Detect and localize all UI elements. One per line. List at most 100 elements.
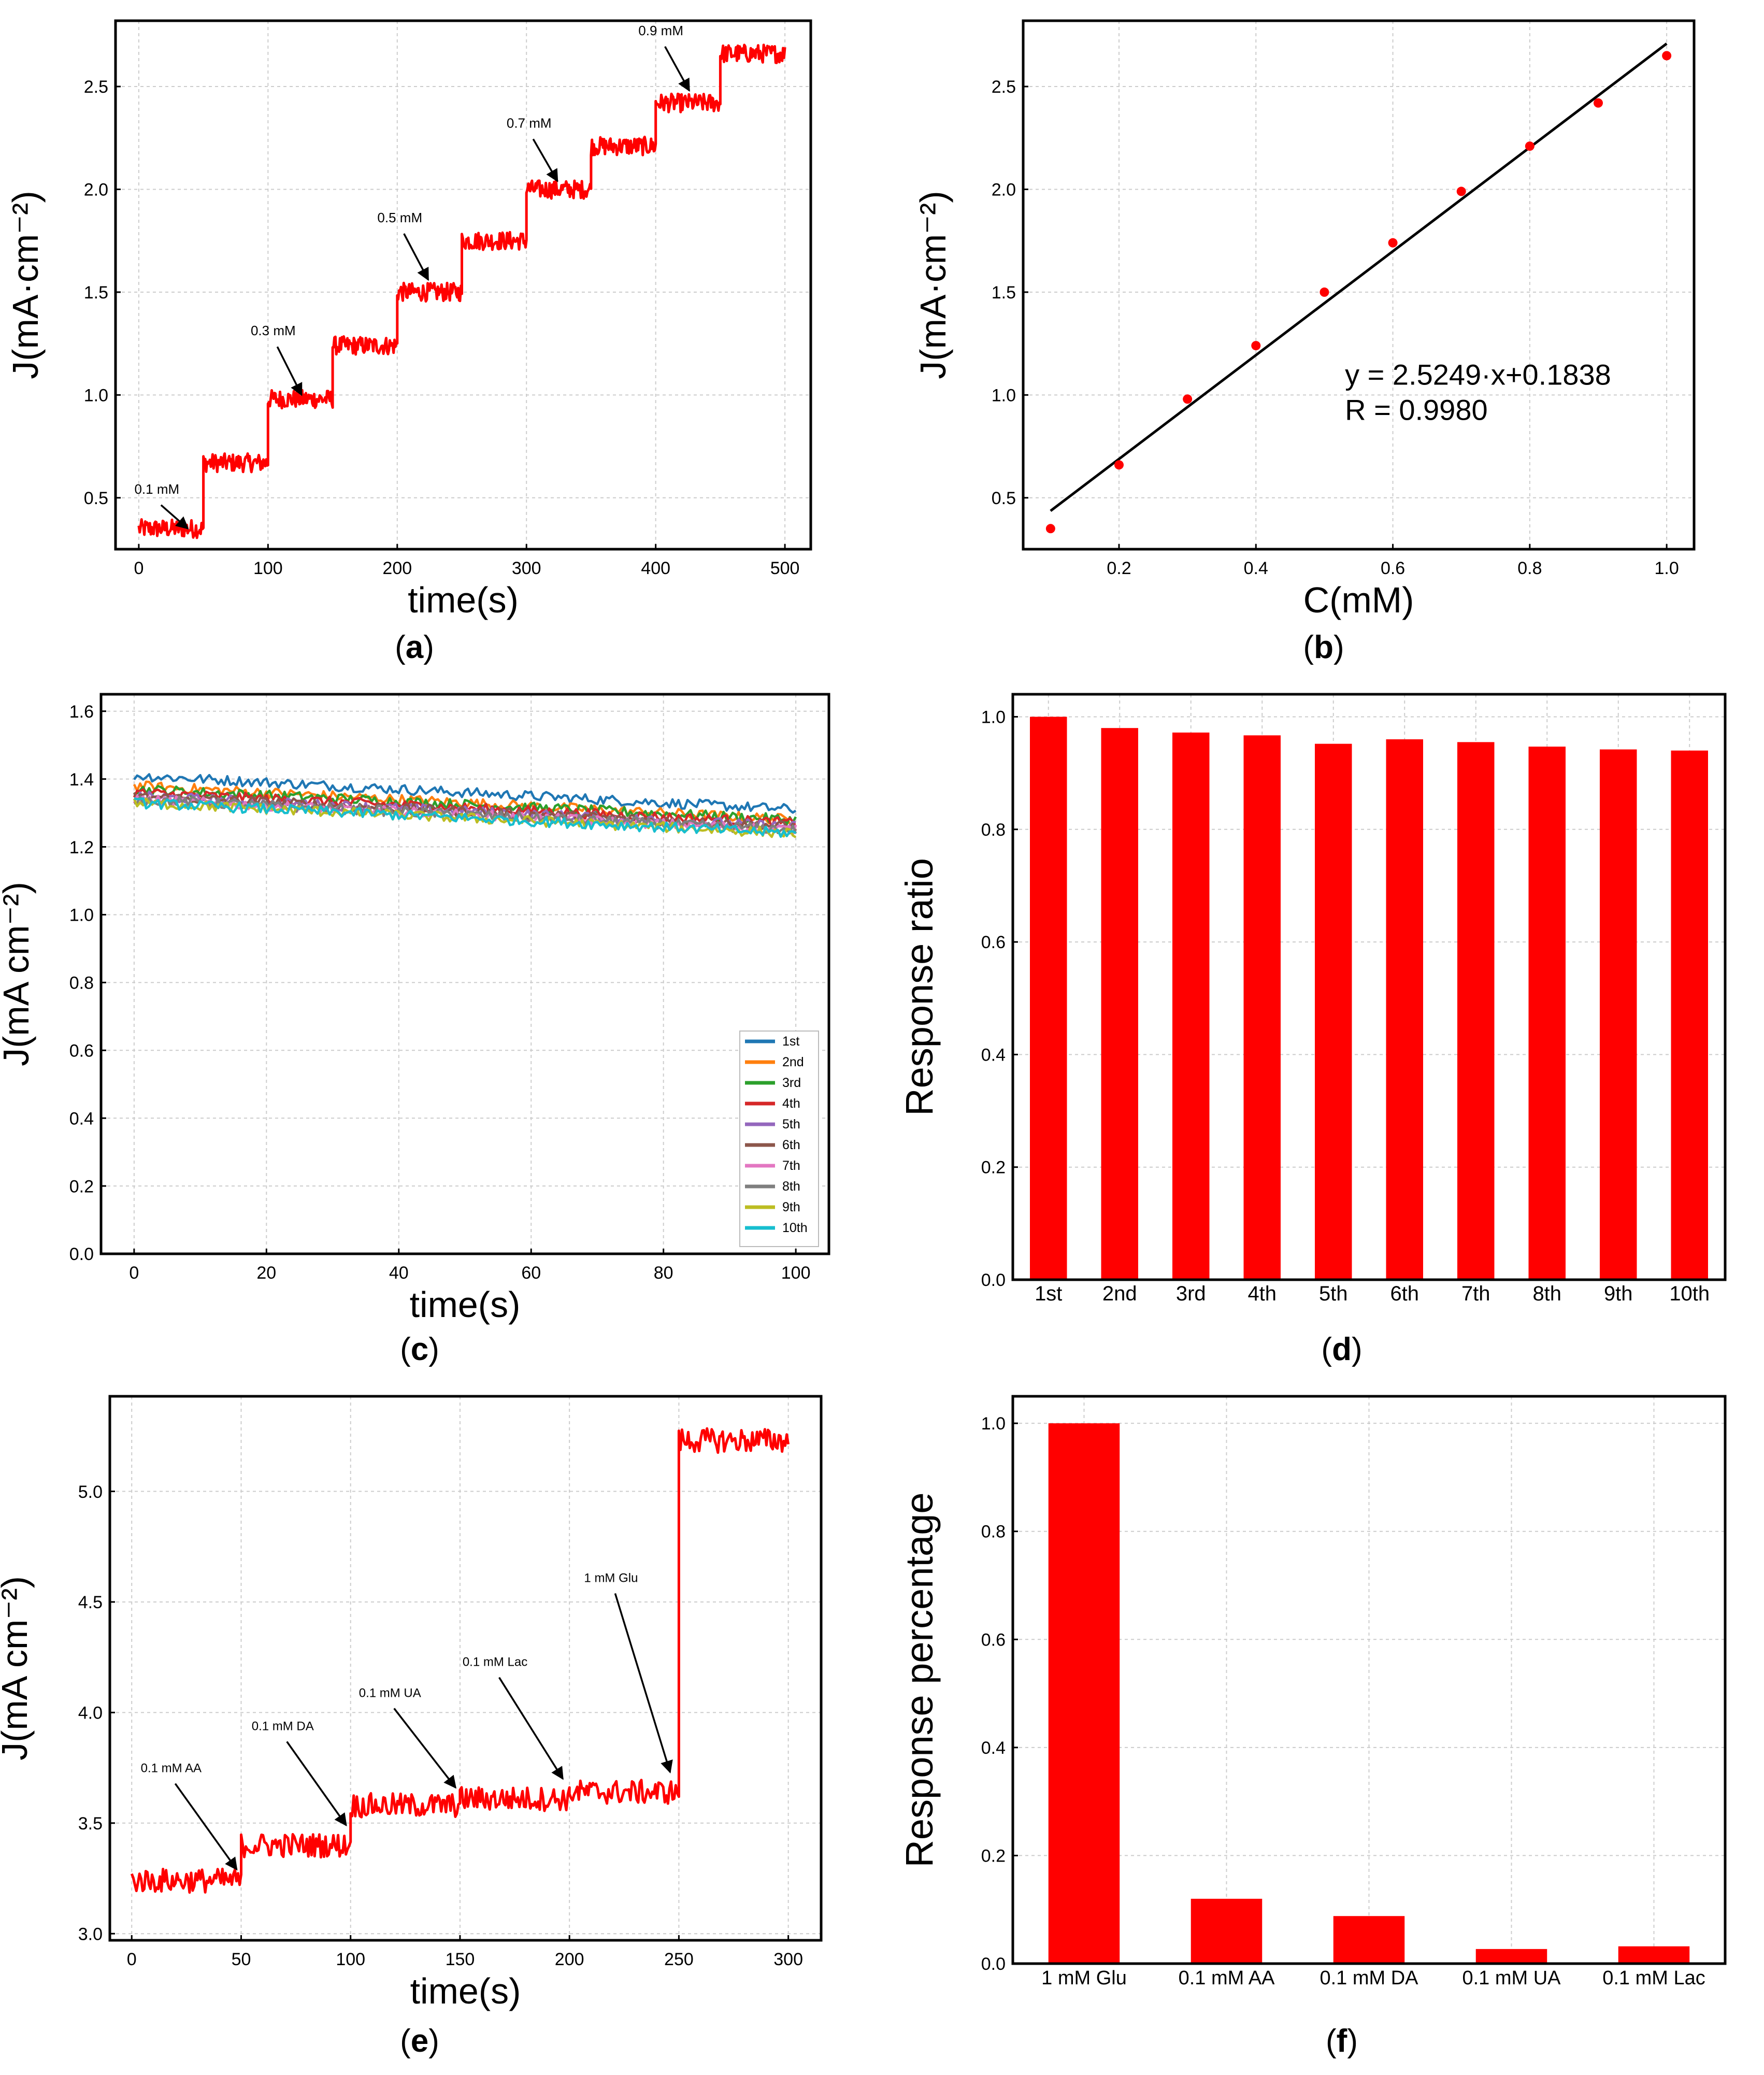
x-axis-label: time(s)	[410, 1284, 521, 1325]
y-tick-label: 2.5	[84, 77, 108, 97]
annotation-arrow	[276, 346, 303, 396]
legend-label: 3rd	[782, 1076, 801, 1090]
legend-label: 5th	[782, 1117, 800, 1132]
data-point	[1662, 51, 1672, 61]
legend-label: 9th	[782, 1200, 800, 1214]
panel-c: 0.0 0.2 0.4 0.6 0.8 1.0 1.2 1.4 1.6 0 20 40 60 80 100 1…	[0, 693, 830, 1367]
y-tick-label: 2.0	[992, 180, 1016, 200]
y-axis-label: J(mA·cm⁻²)	[5, 191, 46, 379]
annotation-arrow	[614, 1593, 673, 1773]
x-tick-label: 1.0	[1655, 559, 1679, 578]
panel-caption: (d)	[1321, 1332, 1362, 1367]
y-tick-label: 0.6	[981, 933, 1006, 952]
bar-8th	[1528, 747, 1566, 1280]
x-tick-label: 0.1 mM DA	[1320, 1967, 1418, 1989]
data-point	[1525, 141, 1534, 151]
plot-frame	[1011, 1395, 1727, 1965]
annotation-label: 1 mM Glu	[584, 1571, 638, 1585]
x-tick-label: 250	[664, 1950, 694, 1969]
bar-3rd	[1172, 732, 1210, 1280]
annotation-arrow	[393, 1708, 456, 1789]
data-point	[1456, 187, 1466, 196]
y-tick-label: 0.6	[69, 1041, 94, 1061]
x-tick-label: 0.2	[1107, 559, 1131, 578]
annotation-label: 0.5 mM	[377, 210, 422, 225]
annotation-arrow	[174, 1783, 238, 1871]
x-tick-label: 100	[336, 1950, 365, 1969]
y-tick-label: 0.2	[981, 1158, 1006, 1178]
x-tick-label: 300	[512, 559, 541, 578]
data-point	[1320, 287, 1329, 297]
panel-b: 0.5 1.0 1.5 2.0 2.5 0.2 0.4 0.6 0.8 1.0 y = 2.5249…	[913, 19, 1696, 665]
x-tick-label: 300	[773, 1950, 803, 1969]
x-tick-label: 500	[770, 559, 800, 578]
caption-text: (f)	[1326, 2023, 1358, 2059]
bar-9th	[1600, 749, 1637, 1280]
x-tick-label: 40	[389, 1263, 409, 1283]
x-tick-label: 0.4	[1244, 559, 1268, 578]
y-tick-label: 1.2	[69, 838, 94, 857]
annotation-arrow	[532, 138, 558, 182]
x-tick-label: 100	[781, 1263, 811, 1283]
y-tick-label: 5.0	[78, 1482, 103, 1502]
plot-frame	[99, 693, 830, 1255]
annotation-arrow	[664, 46, 691, 92]
annotation-label: 0.1 mM Lac	[463, 1655, 527, 1669]
legend: 1st 2nd 3rd 4th 5th 6th 7th 8th 9th 10th	[739, 1031, 819, 1247]
x-tick-label: 50	[232, 1950, 251, 1969]
y-tick-label: 3.5	[78, 1814, 103, 1834]
y-tick-label: 0.8	[981, 1522, 1006, 1542]
series-line-10th	[134, 797, 797, 838]
legend-label: 4th	[782, 1096, 800, 1111]
y-tick-label: 0.8	[69, 974, 94, 993]
y-tick-label: 4.5	[78, 1593, 103, 1612]
x-tick-label: 2nd	[1102, 1282, 1137, 1305]
y-tick-label: 0.2	[981, 1846, 1006, 1866]
bar-10th	[1671, 750, 1708, 1280]
y-tick-label: 0.4	[981, 1045, 1006, 1065]
x-tick-label: 5th	[1319, 1282, 1348, 1305]
legend-label: 7th	[782, 1158, 800, 1173]
x-tick-label: 0.1 mM UA	[1462, 1967, 1561, 1989]
y-tick-label: 1.5	[992, 283, 1016, 303]
annotation-label: 0.3 mM	[251, 323, 296, 338]
data-trace	[137, 44, 786, 539]
y-tick-label: 0.0	[981, 1270, 1006, 1290]
x-tick-label: 1st	[1035, 1282, 1062, 1305]
y-tick-label: 0.8	[981, 820, 1006, 840]
x-tick-label: 1 mM Glu	[1041, 1967, 1127, 1989]
x-tick-label: 100	[253, 559, 283, 578]
panel-caption: (e)	[400, 2023, 439, 2059]
y-tick-label: 0.4	[981, 1738, 1006, 1758]
legend-label: 2nd	[782, 1055, 804, 1069]
y-tick-label: 0.6	[981, 1630, 1006, 1650]
panel-a: 0.5 1.0 1.5 2.0 2.5 0 100 200 300 400 500 0.1 mM 0.3…	[5, 19, 812, 665]
x-tick-label: 60	[521, 1263, 541, 1283]
y-tick-label: 2.5	[992, 77, 1016, 97]
y-tick-label: 1.5	[84, 283, 108, 303]
data-point	[1251, 341, 1261, 351]
x-tick-label: 9th	[1604, 1282, 1633, 1305]
fit-equation: y = 2.5249·x+0.1838	[1345, 358, 1611, 391]
plot-frame	[1022, 19, 1696, 551]
annotation-label: 0.1 mM DA	[252, 1720, 314, 1734]
panel-caption: (f)	[1326, 2023, 1358, 2059]
y-tick-label: 1.0	[69, 906, 94, 925]
y-tick-label: 0.5	[992, 489, 1016, 508]
x-axis-label: C(mM)	[1303, 580, 1414, 620]
x-axis-label: time(s)	[410, 1971, 521, 2011]
y-tick-label: 1.4	[69, 770, 94, 790]
y-tick-label: 0.4	[69, 1109, 94, 1128]
fit-r-value: R = 0.9980	[1345, 393, 1488, 426]
bar-0.1 mM AA	[1191, 1898, 1263, 1964]
panel-f: 0.0 0.2 0.4 0.6 0.8 1.0 1 mM Glu 0.1 mM AA 0.1 m…	[898, 1395, 1727, 2059]
panel-d: 0.0 0.2 0.4 0.6 0.8 1.0 1st 2nd 3rd 4th 5th 6th 7th 8…	[898, 693, 1727, 1367]
caption-text: (c)	[400, 1332, 439, 1367]
x-tick-label: 4th	[1247, 1282, 1277, 1305]
y-tick-label: 1.0	[981, 707, 1006, 727]
data-point	[1045, 524, 1055, 534]
x-tick-label: 0.1 mM Lac	[1602, 1967, 1705, 1989]
plot-frame	[108, 1395, 823, 1942]
annotation-arrow	[403, 233, 429, 281]
